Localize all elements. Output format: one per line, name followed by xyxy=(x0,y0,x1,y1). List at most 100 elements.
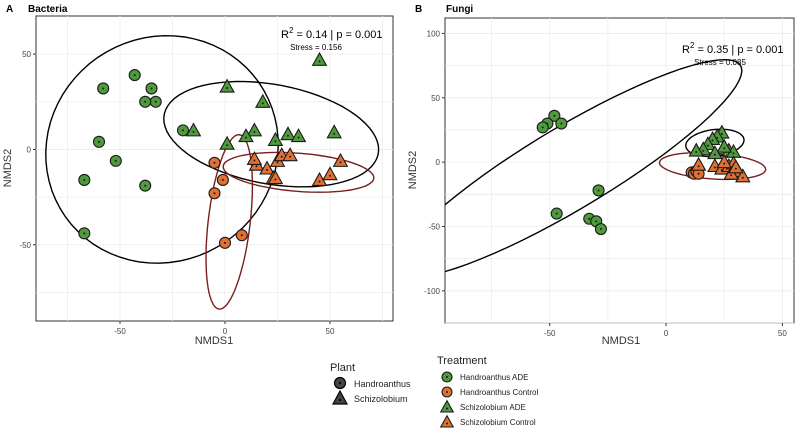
legend-plant-label: Schizolobium xyxy=(354,394,408,404)
point-b-triangle-3 xyxy=(728,159,744,174)
panel-b-r2-stat: R2 = 0.35 | p = 0.001 xyxy=(682,41,784,56)
point-a-circle-0-dot xyxy=(144,100,147,103)
panel-a-p-value: 0.001 xyxy=(355,29,383,41)
point-b-triangle-2-dot xyxy=(716,136,719,139)
panel-a-r2-value: 0.14 xyxy=(306,29,327,41)
point-b-circle-0-dot xyxy=(541,126,544,129)
legend-circle-dot xyxy=(338,381,342,385)
point-b-triangle-3 xyxy=(735,168,751,183)
point-a-circle-1-dot xyxy=(213,192,216,195)
point-a-circle-1-dot xyxy=(224,241,226,244)
panel-a-xlabel: NMDS1 xyxy=(195,335,234,347)
legend-treatment-label: Schizolobium ADE xyxy=(460,403,526,412)
point-a-circle-1-dot xyxy=(240,234,243,237)
point-a-triangle-2 xyxy=(219,135,235,150)
point-a-triangle-2 xyxy=(267,131,284,146)
point-a-triangle-2 xyxy=(280,126,296,141)
point-a-triangle-2 xyxy=(185,122,202,137)
panel-b-letter: B xyxy=(415,4,422,15)
legend-plant: Plant Handroanthus Schizolobium xyxy=(330,362,411,405)
point-b-circle-0-dot xyxy=(560,122,563,125)
panel-b-ticks: -50 0 50 -100 -50 0 50 100 xyxy=(424,29,787,338)
legend-treatment-label: Handroanthus Control xyxy=(460,388,538,397)
point-a-triangle-3-dot xyxy=(329,174,331,177)
point-a-triangle-3-dot xyxy=(266,169,268,171)
point-b-triangle-3 xyxy=(716,154,733,169)
point-b-circle-0-dot xyxy=(597,189,600,192)
panel-a-title: Bacteria xyxy=(28,4,68,15)
point-a-triangle-2 xyxy=(246,122,263,137)
legend-treatment-items: Handroanthus ADE Handroanthus Control Schi… xyxy=(439,371,538,428)
point-b-triangle-3-dot xyxy=(741,176,744,179)
y-tick-label: 0 xyxy=(436,158,441,167)
y-tick-label: -50 xyxy=(19,241,31,250)
point-a-triangle-3-dot xyxy=(255,165,258,168)
point-a-triangle-3-dot xyxy=(276,161,279,164)
y-tick-label: -50 xyxy=(428,222,440,231)
legend-treatment-marker xyxy=(439,399,455,413)
point-a-circle-0-dot xyxy=(144,184,147,187)
point-a-triangle-3-dot xyxy=(339,161,342,164)
panel-b-p-value: 0.001 xyxy=(756,44,784,56)
ellipse-a-1 xyxy=(163,80,380,188)
point-b-triangle-3-dot xyxy=(713,166,716,169)
point-b-triangle-3-dot xyxy=(734,167,737,170)
panel-a-points xyxy=(78,51,349,249)
point-a-triangle-2-dot xyxy=(245,136,247,139)
point-a-triangle-3 xyxy=(332,152,349,167)
point-b-triangle-3 xyxy=(690,156,707,171)
legend-triangle-dot xyxy=(338,398,342,402)
point-b-triangle-2-dot xyxy=(711,139,714,142)
panel-b: B Fungi -50 0 50 -100 -50 0 50 100 R2 = 0.35 | … xyxy=(407,4,795,347)
point-b-circle-0-dot xyxy=(599,228,602,231)
panel-b-grid xyxy=(445,18,794,324)
point-a-circle-0-dot xyxy=(114,159,117,162)
point-a-triangle-2-dot xyxy=(253,130,256,133)
point-b-circle-0-dot xyxy=(555,212,558,215)
legend-treatment-marker-dot xyxy=(446,422,448,425)
point-b-circle-1-dot xyxy=(697,172,700,175)
point-b-circle-0-dot xyxy=(595,220,598,223)
point-b-triangle-2-dot xyxy=(720,133,723,136)
y-tick-label: 50 xyxy=(431,94,440,103)
y-tick-label: 0 xyxy=(27,145,32,154)
panel-a-letter: A xyxy=(6,4,13,15)
point-a-triangle-2-dot xyxy=(274,140,277,143)
point-a-triangle-2-dot xyxy=(261,102,264,105)
point-a-triangle-2-dot xyxy=(226,144,229,147)
x-tick-label: -50 xyxy=(544,329,556,338)
legend-treatment: Treatment Handroanthus ADE Handroanthus C… xyxy=(437,355,538,428)
y-tick-label: -100 xyxy=(424,287,441,296)
x-tick-label: 0 xyxy=(664,329,669,338)
panel-b-ylabel: NMDS2 xyxy=(407,151,419,190)
point-b-triangle-2 xyxy=(688,142,705,157)
point-b-circle-0-dot xyxy=(588,217,591,220)
panel-b-title: Fungi xyxy=(446,4,473,15)
point-b-triangle-2-dot xyxy=(695,151,698,154)
point-b-triangle-2-dot xyxy=(732,152,735,155)
legend-treatment-marker-dot xyxy=(446,407,448,410)
point-a-triangle-3 xyxy=(259,160,275,175)
legend-treatment-title: Treatment xyxy=(437,355,487,367)
legend-plant-schizolobium: Schizolobium xyxy=(331,389,408,405)
panel-b-stress: Stress = 0.085 xyxy=(694,58,746,67)
point-a-circle-1-dot xyxy=(213,161,216,164)
legend-treatment-marker xyxy=(439,414,455,428)
point-b-triangle-2-dot xyxy=(713,153,716,156)
point-a-triangle-3 xyxy=(322,166,338,181)
point-a-circle-0-dot xyxy=(102,87,105,90)
panel-a-stress: Stress = 0.156 xyxy=(290,43,342,52)
panel-b-xlabel: NMDS1 xyxy=(602,335,641,347)
legend-treatment-marker-dot xyxy=(446,376,448,378)
point-a-circle-0-dot xyxy=(182,129,184,132)
point-a-triangle-3-dot xyxy=(289,155,292,158)
point-b-triangle-2-dot xyxy=(723,147,726,150)
point-b-triangle-3-dot xyxy=(730,174,733,177)
legend-plant-label: Handroanthus xyxy=(354,379,411,389)
legend-treatment-label: Schizolobium Control xyxy=(460,418,536,427)
legend-treatment-label: Handroanthus ADE xyxy=(460,373,529,382)
point-a-triangle-2-dot xyxy=(333,132,336,135)
point-a-triangle-2-dot xyxy=(297,136,300,139)
